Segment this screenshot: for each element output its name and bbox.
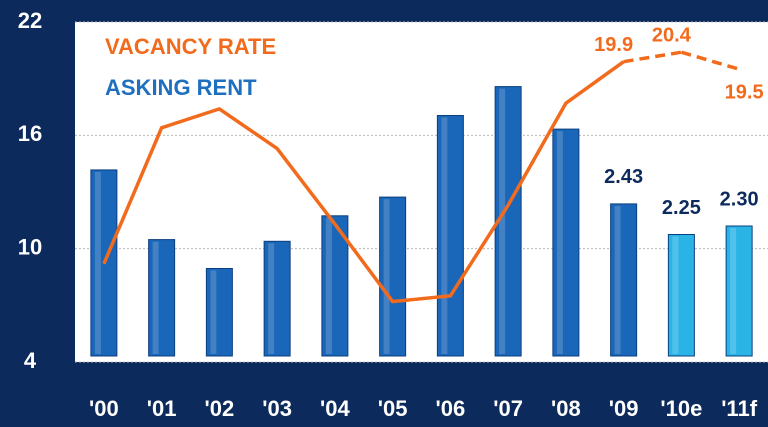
x-tick-label: '11f <box>721 396 757 421</box>
x-tick-label: '06 <box>436 396 466 421</box>
bar-value-label: 2.25 <box>662 197 701 219</box>
legend-entry: VACANCY RATE <box>105 34 276 59</box>
x-tick-label: '02 <box>205 396 235 421</box>
line <box>102 60 625 304</box>
line-value-label: 20.4 <box>652 25 692 47</box>
y-tick-label: 10 <box>18 234 42 259</box>
bar-highlight <box>210 270 217 354</box>
bar-highlight <box>499 88 506 354</box>
bar <box>321 215 349 357</box>
bar <box>263 240 291 357</box>
line-dashed <box>680 50 740 71</box>
bar-highlight <box>556 131 563 354</box>
x-tick-label: '08 <box>551 396 581 421</box>
bar-highlight <box>672 236 679 354</box>
bar <box>379 196 407 357</box>
bar-highlight <box>268 243 275 354</box>
legend-entry: ASKING RENT <box>105 75 257 100</box>
x-tick-label: '00 <box>89 396 119 421</box>
x-tick-label: '09 <box>609 396 639 421</box>
bar <box>205 268 233 357</box>
bar <box>436 115 464 357</box>
y-tick-label: 4 <box>24 348 37 373</box>
bar-highlight <box>152 241 159 354</box>
bar-highlight <box>614 205 621 354</box>
line-value-label: 19.5 <box>725 82 764 104</box>
x-tick-label: '05 <box>378 396 408 421</box>
plot-area <box>75 22 768 362</box>
bar <box>148 239 176 357</box>
y-tick-label: 22 <box>18 8 42 33</box>
bar-highlight <box>383 199 390 354</box>
y-tick-label: 16 <box>18 121 42 146</box>
bar <box>610 203 638 357</box>
bar-highlight <box>730 228 737 354</box>
x-tick-label: '04 <box>320 396 350 421</box>
bar <box>667 234 695 357</box>
bar-value-label: 2.43 <box>604 166 643 188</box>
bar-highlight <box>94 171 101 354</box>
bar-value-label: 2.30 <box>720 188 759 210</box>
bar <box>552 128 580 357</box>
line-dashed <box>623 50 682 64</box>
x-tick-label: '03 <box>262 396 292 421</box>
x-tick-label: '10e <box>660 396 702 421</box>
x-tick-label: '01 <box>147 396 177 421</box>
bar <box>725 225 753 357</box>
bar-highlight <box>325 217 332 354</box>
x-tick-label: '07 <box>493 396 523 421</box>
bar-highlight <box>441 117 448 354</box>
line-value-label: 19.9 <box>594 34 633 56</box>
